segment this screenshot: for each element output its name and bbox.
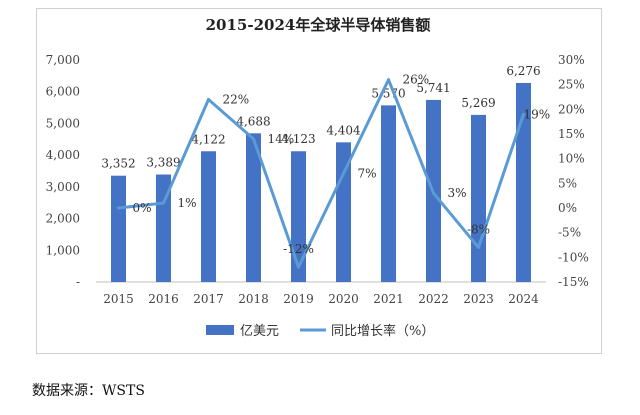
line-value-label: -12% bbox=[283, 242, 314, 256]
line-point bbox=[432, 191, 435, 195]
bar bbox=[246, 133, 261, 282]
right-tick-label: -5% bbox=[558, 226, 581, 240]
line-point bbox=[297, 265, 300, 269]
bar-value-label: 4,688 bbox=[236, 114, 270, 128]
left-tick-label: - bbox=[76, 275, 80, 289]
line-point bbox=[162, 201, 165, 205]
right-tick-label: 25% bbox=[558, 78, 585, 92]
x-tick-label: 2020 bbox=[328, 292, 359, 306]
left-tick-label: 4,000 bbox=[46, 148, 80, 162]
right-tick-label: 20% bbox=[558, 102, 585, 116]
left-tick-label: 2,000 bbox=[46, 212, 80, 226]
line-value-label: -8% bbox=[467, 222, 490, 236]
right-tick-label: 30% bbox=[558, 53, 585, 67]
x-tick-label: 2021 bbox=[373, 292, 404, 306]
line-value-label: 22% bbox=[223, 92, 250, 106]
x-tick-label: 2022 bbox=[418, 292, 449, 306]
left-tick-label: 5,000 bbox=[46, 116, 80, 130]
chart-title: 2015-2024年全球半导体销售额 bbox=[206, 16, 431, 34]
chart-frame bbox=[36, 8, 602, 354]
source-note: 数据来源：WSTS bbox=[32, 383, 145, 399]
left-tick-label: 6,000 bbox=[46, 85, 80, 99]
left-axis: - 1,000 2,000 3,000 4,000 5,000 6,000 7,000 bbox=[46, 53, 80, 289]
x-tick-label: 2019 bbox=[283, 292, 314, 306]
legend-swatch-bar bbox=[206, 325, 234, 335]
line-value-label: 14% bbox=[268, 132, 295, 146]
bar-data-labels: 3,352 3,389 4,122 4,688 4,123 4,404 5,570 5,741… bbox=[101, 64, 540, 171]
x-axis: 2015 2016 2017 2018 2019 2020 2021 2022 2023 2024 bbox=[96, 281, 546, 306]
x-tick-label: 2015 bbox=[103, 292, 134, 306]
right-tick-label: 5% bbox=[558, 176, 577, 190]
right-tick-label: -10% bbox=[558, 250, 589, 264]
line-point bbox=[477, 245, 480, 249]
bar-value-label: 5,741 bbox=[416, 81, 450, 95]
right-tick-label: 10% bbox=[558, 152, 585, 166]
bar bbox=[201, 151, 216, 282]
right-tick-label: -15% bbox=[558, 275, 589, 289]
bar bbox=[156, 174, 171, 282]
bar-value-label: 3,389 bbox=[146, 156, 180, 170]
line-point bbox=[207, 97, 210, 101]
line-value-label: 7% bbox=[358, 166, 377, 180]
bar-series bbox=[111, 82, 531, 282]
bar bbox=[381, 105, 396, 282]
bar bbox=[291, 151, 306, 282]
right-axis: -15% -10% -5% 0% 5% 10% 15% 20% 25% 30% bbox=[558, 53, 589, 289]
right-tick-label: 15% bbox=[558, 127, 585, 141]
bar bbox=[111, 175, 126, 282]
x-tick-label: 2023 bbox=[463, 292, 494, 306]
bar-value-label: 5,269 bbox=[461, 96, 495, 110]
line-value-label: 1% bbox=[178, 196, 197, 210]
bar-value-label: 5,570 bbox=[371, 86, 405, 100]
bar-value-label: 3,352 bbox=[101, 157, 135, 171]
x-tick-label: 2018 bbox=[238, 292, 269, 306]
line-value-label: 3% bbox=[448, 186, 467, 200]
growth-line bbox=[118, 78, 525, 269]
left-tick-label: 7,000 bbox=[46, 53, 80, 67]
bar-value-label: 4,404 bbox=[326, 123, 361, 137]
bar-value-label: 4,122 bbox=[191, 132, 225, 146]
bar bbox=[516, 82, 531, 282]
bar-value-label: 4,123 bbox=[281, 132, 315, 146]
legend-label-bar: 亿美元 bbox=[240, 324, 279, 339]
left-tick-label: 1,000 bbox=[46, 243, 80, 257]
line-point bbox=[522, 112, 525, 116]
x-tick-label: 2016 bbox=[148, 292, 179, 306]
left-tick-label: 3,000 bbox=[46, 180, 80, 194]
line-point bbox=[117, 206, 120, 210]
legend-label-line: 同比增长率（%） bbox=[331, 323, 434, 339]
line-value-label: 0% bbox=[133, 201, 152, 215]
bar bbox=[336, 142, 351, 282]
line-point bbox=[252, 137, 255, 141]
legend: 亿美元 同比增长率（%） bbox=[206, 323, 434, 339]
bar bbox=[471, 114, 486, 282]
line-data-labels: 0% 1% 22% 14% -12% 7% 26% 3% -8% 19% bbox=[133, 73, 551, 256]
x-tick-label: 2017 bbox=[193, 292, 224, 306]
line-value-label: 26% bbox=[403, 73, 430, 87]
line-point bbox=[342, 171, 345, 175]
right-tick-label: 0% bbox=[558, 201, 577, 215]
line-series bbox=[117, 78, 525, 269]
line-point bbox=[387, 78, 390, 82]
line-value-label: 19% bbox=[524, 107, 551, 121]
bar-value-label: 6,276 bbox=[506, 64, 540, 78]
x-tick-label: 2024 bbox=[508, 292, 539, 306]
